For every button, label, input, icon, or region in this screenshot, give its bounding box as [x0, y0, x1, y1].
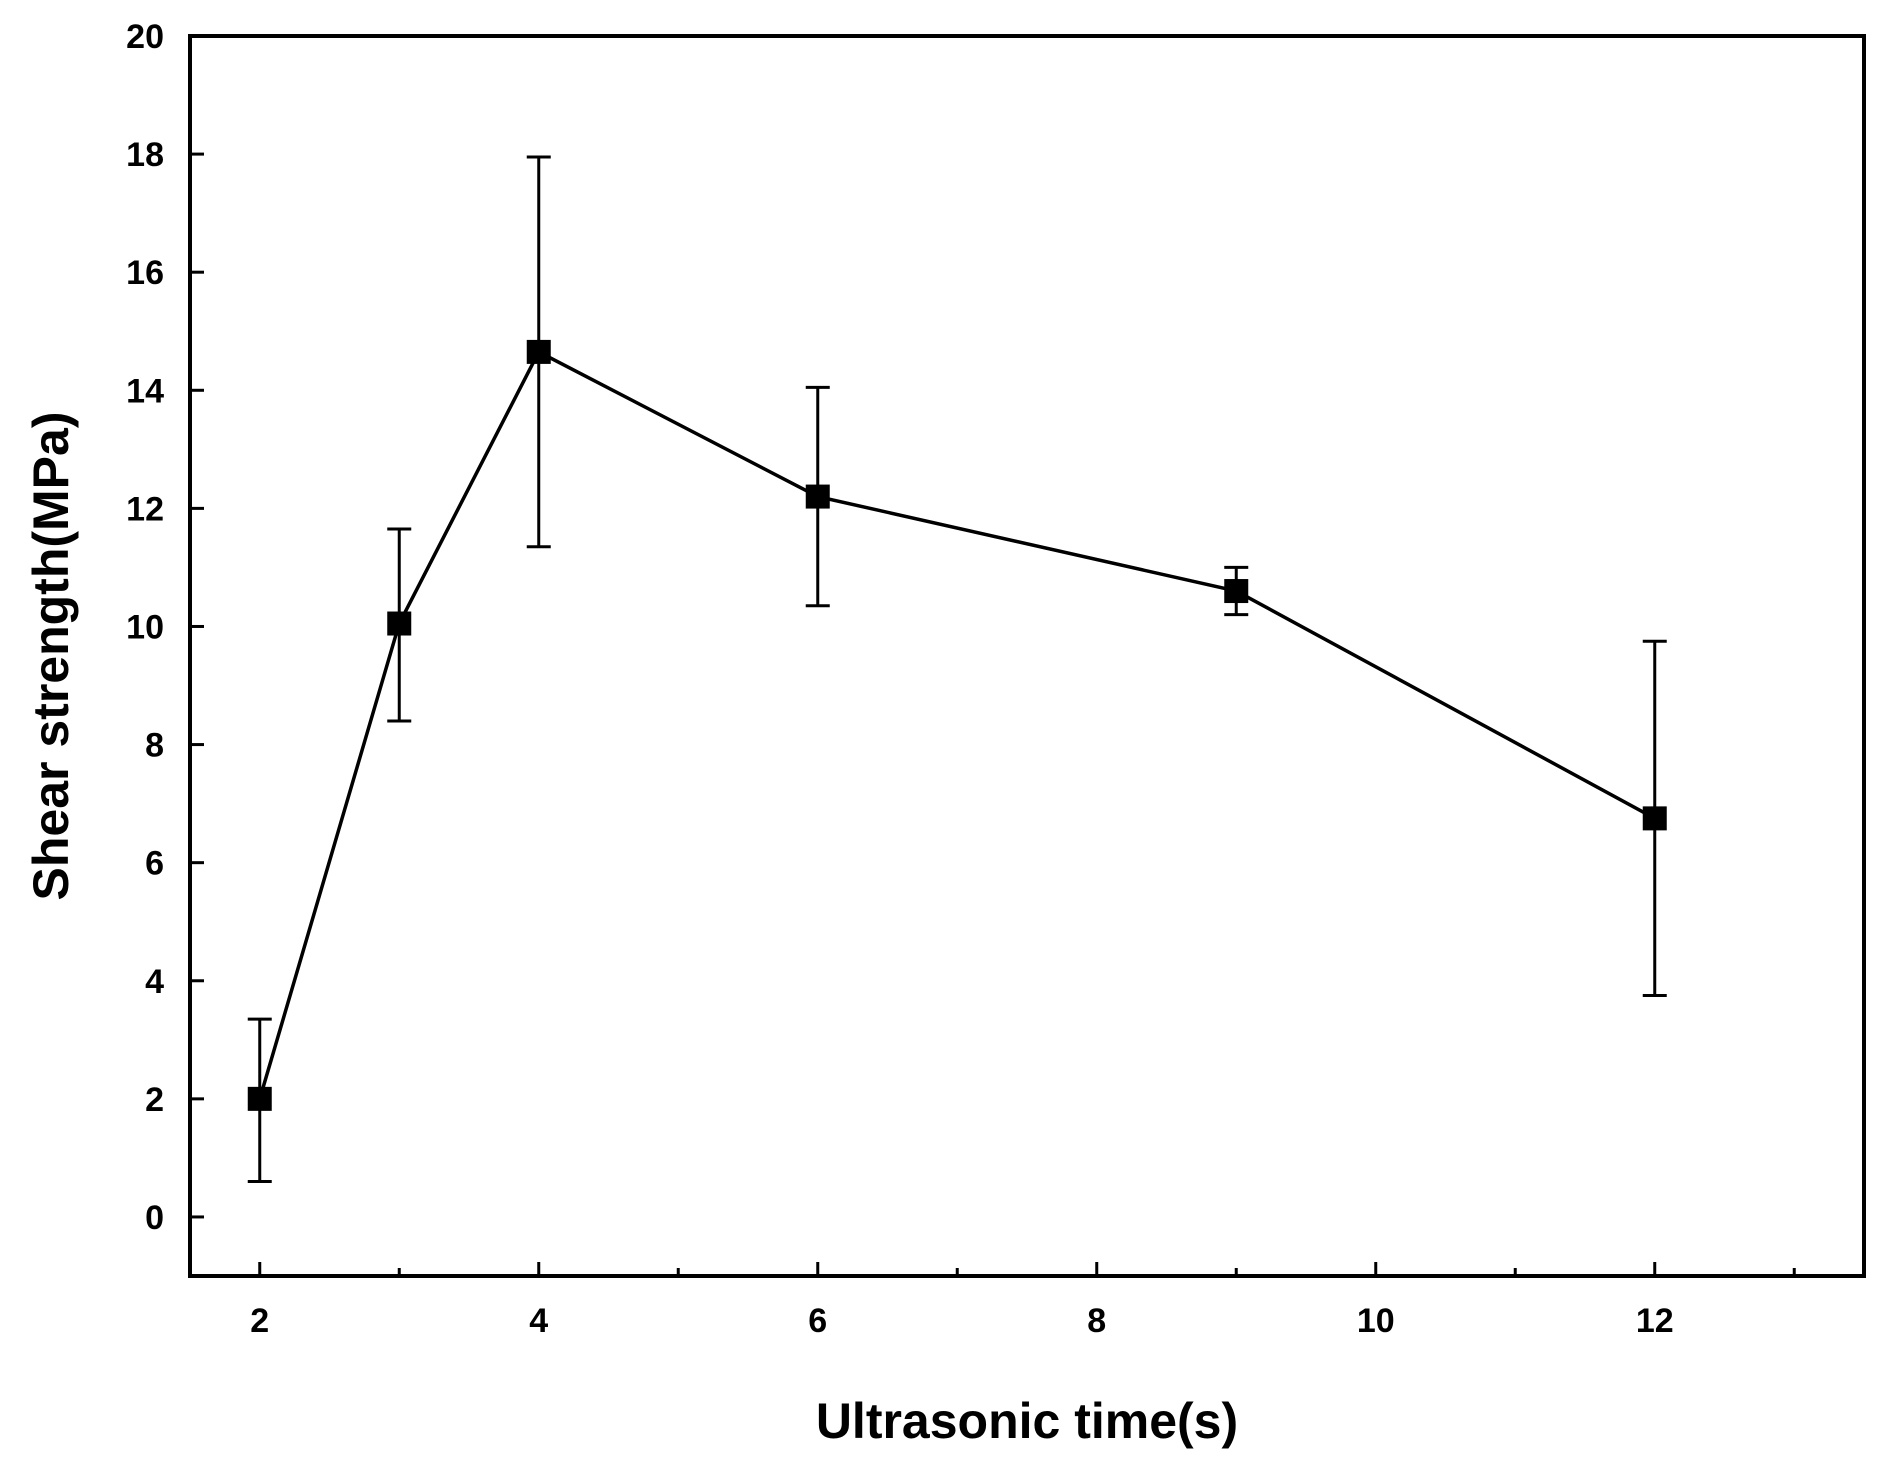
y-tick-label: 18 — [126, 136, 164, 174]
series-layer — [247, 155, 1667, 1184]
data-point-marker — [526, 339, 551, 364]
data-point-marker — [247, 1086, 272, 1111]
x-axis-label: Ultrasonic time(s) — [816, 1393, 1238, 1449]
series-line — [258, 349, 1656, 1100]
x-tick-label: 4 — [529, 1302, 548, 1340]
y-tick-label: 6 — [145, 845, 164, 883]
data-point-marker — [805, 484, 830, 509]
data-point-marker — [387, 611, 412, 636]
y-tick-label: 8 — [145, 727, 164, 765]
y-tick-label: 20 — [126, 18, 164, 56]
y-tick-label: 10 — [126, 608, 164, 646]
y-axis-label: Shear strength(MPa) — [23, 412, 79, 901]
x-tick-label: 2 — [250, 1302, 269, 1340]
data-point-marker — [1642, 806, 1667, 831]
x-tick-label: 8 — [1087, 1302, 1106, 1340]
y-tick-label: 4 — [145, 963, 164, 1001]
y-tick-label: 16 — [126, 254, 164, 292]
y-tick-label: 2 — [145, 1081, 164, 1119]
x-tick-label: 12 — [1636, 1302, 1674, 1340]
y-tick-label: 0 — [145, 1199, 164, 1237]
y-tick-label: 14 — [126, 372, 164, 410]
y-axis-ticks: 0 2 4 6 8 10 12 14 16 18 20 — [126, 18, 204, 1237]
plot-frame — [188, 34, 1866, 1278]
x-tick-label: 10 — [1357, 1302, 1395, 1340]
y-tick-label: 12 — [126, 490, 164, 528]
x-tick-label: 6 — [808, 1302, 827, 1340]
data-point-marker — [1224, 579, 1249, 604]
x-axis-ticks: 2 4 6 8 10 12 — [250, 1262, 1796, 1340]
